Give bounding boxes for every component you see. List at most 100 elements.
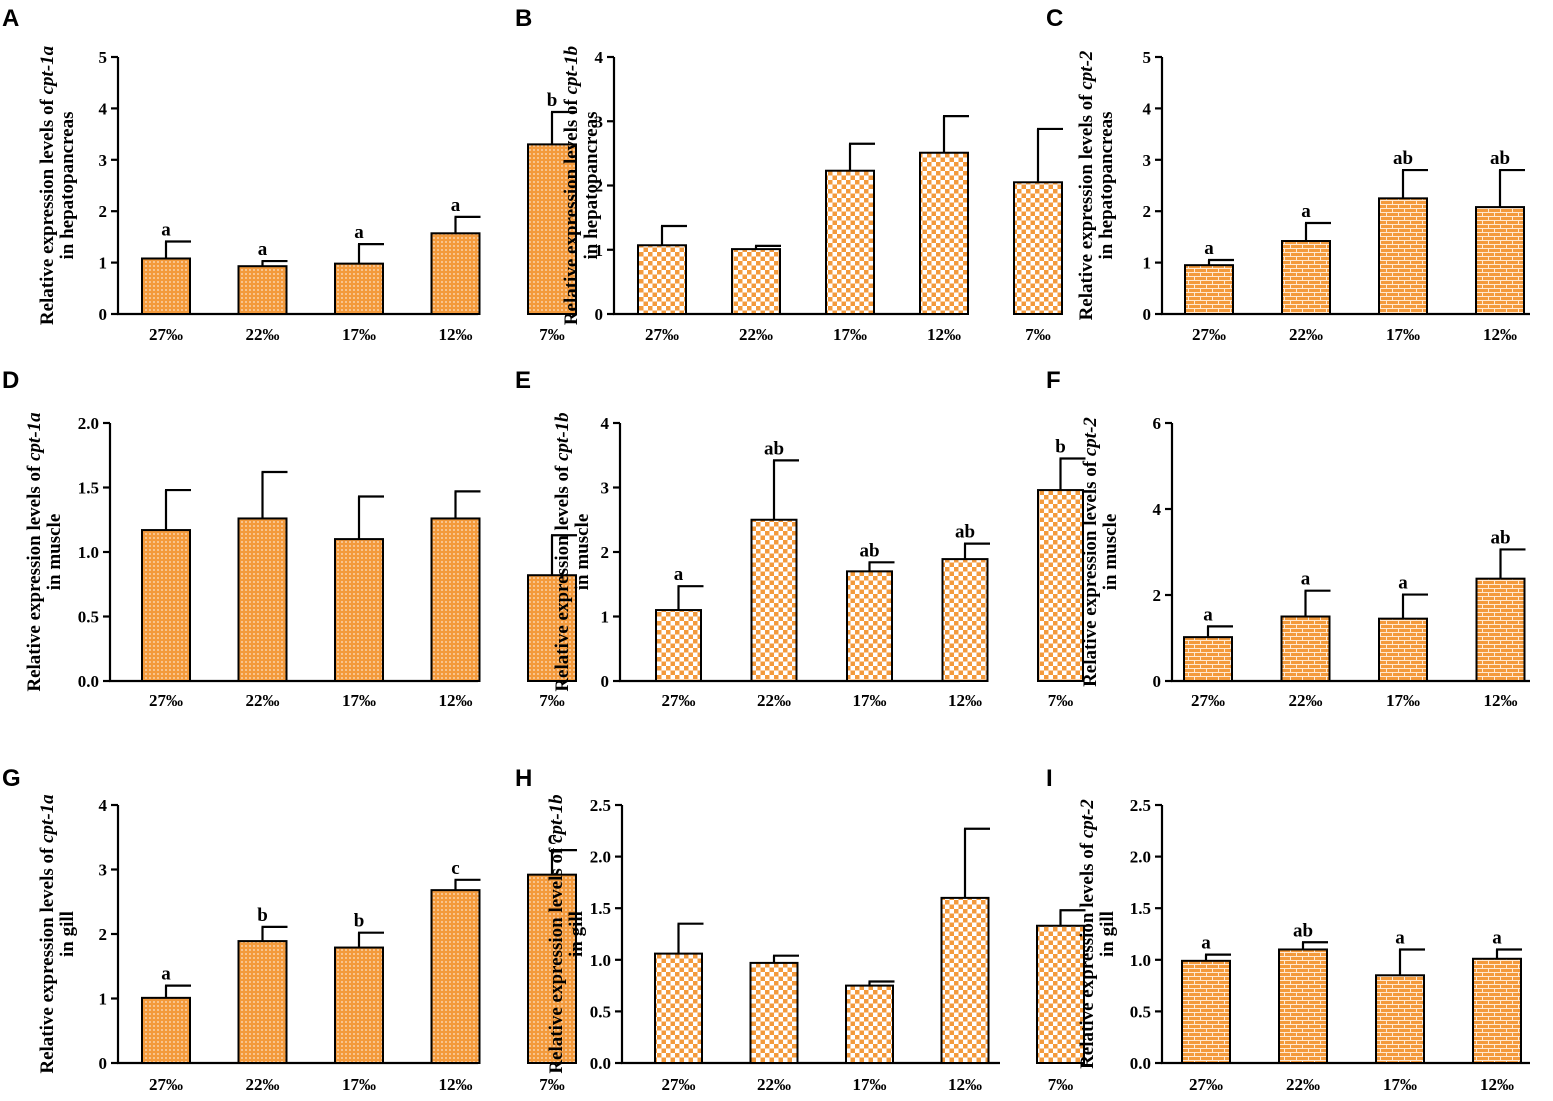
bar xyxy=(1378,617,1428,683)
y-axis-label-tissue-b: in hepatopancreas xyxy=(581,112,602,260)
bar xyxy=(527,873,577,1064)
bar xyxy=(334,946,384,1064)
y-tick-label: 4 xyxy=(595,48,604,67)
y-axis-label-d: Relative expression levels of cpt-1a xyxy=(24,412,45,692)
x-tick-label: 27‰ xyxy=(1189,1075,1223,1094)
x-tick-label: 27‰ xyxy=(662,1075,696,1094)
y-axis-label-text: Relative expression levels of xyxy=(561,94,582,325)
y-axis-label-gene: cpt-1a xyxy=(24,412,45,461)
bar xyxy=(845,984,894,1064)
significance-label: ab xyxy=(764,438,784,459)
panel-letter-f: F xyxy=(1046,367,1061,394)
y-tick-label: 0 xyxy=(99,1054,108,1073)
bar xyxy=(141,257,191,316)
significance-label: a xyxy=(1204,238,1214,259)
y-tick-label: 0.0 xyxy=(1130,1054,1151,1073)
bar xyxy=(750,518,798,682)
significance-label: a xyxy=(674,564,684,585)
bar xyxy=(237,517,288,683)
bar xyxy=(141,529,191,682)
bar xyxy=(655,609,702,682)
x-tick-label: 17‰ xyxy=(342,691,376,710)
y-axis-label-g: Relative expression levels of cpt-1a xyxy=(37,794,58,1074)
y-tick-label: 1 xyxy=(595,241,604,260)
y-tick-label: 2 xyxy=(99,202,108,221)
y-tick-label: 3 xyxy=(601,479,610,498)
significance-label: a xyxy=(1201,933,1211,954)
x-tick-label: 17‰ xyxy=(853,1075,887,1094)
y-axis-label-h: Relative expression levels of cpt-1b xyxy=(546,794,567,1073)
significance-label: a xyxy=(1301,569,1311,590)
y-axis-label-a: Relative expression levels of cpt-1a xyxy=(37,45,58,325)
significance-label: ab xyxy=(859,540,879,561)
x-tick-label: 22‰ xyxy=(757,691,791,710)
y-axis-label-tissue-h: in gill xyxy=(566,911,587,957)
y-tick-label: 4 xyxy=(1153,500,1162,519)
bar xyxy=(430,889,481,1065)
panel-letter-e: E xyxy=(515,367,531,394)
x-tick-label: 7‰ xyxy=(1048,1075,1074,1094)
y-tick-label: 2 xyxy=(1153,586,1162,605)
x-tick-label: 12‰ xyxy=(1480,1075,1514,1094)
x-tick-label: 22‰ xyxy=(246,325,280,344)
y-tick-label: 0.5 xyxy=(590,1002,611,1021)
bar xyxy=(334,262,384,315)
y-tick-label: 1.5 xyxy=(590,899,611,918)
x-tick-label: 17‰ xyxy=(1383,1075,1417,1094)
significance-label: a xyxy=(1492,927,1502,948)
y-tick-label: 1 xyxy=(1143,254,1152,273)
x-tick-label: 17‰ xyxy=(342,325,376,344)
y-tick-label: 0.0 xyxy=(590,1054,611,1073)
y-tick-label: 2.5 xyxy=(1130,796,1151,815)
y-tick-label: 1 xyxy=(601,608,610,627)
y-tick-label: 0.0 xyxy=(78,672,99,691)
y-tick-label: 0 xyxy=(1143,305,1152,324)
y-axis-label-text: Relative expression levels of xyxy=(37,843,58,1074)
x-tick-label: 27‰ xyxy=(149,325,183,344)
x-tick-label: 7‰ xyxy=(539,691,565,710)
x-tick-label: 27‰ xyxy=(1191,691,1225,710)
y-axis-label-gene: cpt-1b xyxy=(552,412,573,461)
y-axis-label-tissue-f: in muscle xyxy=(1100,514,1121,591)
x-tick-label: 22‰ xyxy=(1286,1075,1320,1094)
significance-label: a xyxy=(354,222,364,243)
x-tick-label: 22‰ xyxy=(739,325,773,344)
y-tick-label: 0 xyxy=(99,305,108,324)
x-tick-label: 22‰ xyxy=(757,1075,791,1094)
x-tick-label: 12‰ xyxy=(1484,691,1518,710)
significance-label: a xyxy=(1203,604,1213,625)
significance-label: a xyxy=(1398,573,1408,594)
bar xyxy=(141,996,191,1064)
significance-label: b xyxy=(354,911,365,932)
bar xyxy=(637,244,687,315)
bar xyxy=(731,248,781,315)
y-axis-label-gene: cpt-1a xyxy=(37,45,58,94)
y-axis-label-tissue-e: in muscle xyxy=(572,514,593,591)
y-tick-label: 0 xyxy=(1153,672,1162,691)
bar xyxy=(1472,957,1522,1065)
y-axis-label-i: Relative expression levels of cpt-2 xyxy=(1077,799,1098,1069)
x-tick-label: 17‰ xyxy=(833,325,867,344)
x-tick-label: 22‰ xyxy=(246,1075,280,1094)
bar xyxy=(1475,206,1525,315)
significance-label: a xyxy=(1301,201,1311,222)
y-tick-label: 0 xyxy=(601,672,610,691)
bar xyxy=(1184,264,1234,316)
bar xyxy=(1183,636,1233,683)
x-tick-label: 12‰ xyxy=(439,1075,473,1094)
x-tick-label: 12‰ xyxy=(948,691,982,710)
x-tick-label: 22‰ xyxy=(246,691,280,710)
y-tick-label: 3 xyxy=(99,151,108,170)
y-axis-label-tissue-d: in muscle xyxy=(44,514,65,591)
y-axis-label-tissue-a: in hepatopancreas xyxy=(57,112,78,260)
y-axis-label-f: Relative expression levels of cpt-2 xyxy=(1080,417,1101,687)
x-tick-label: 27‰ xyxy=(149,1075,183,1094)
bar xyxy=(1378,197,1428,316)
bar xyxy=(527,574,577,682)
y-tick-label: 1 xyxy=(99,990,108,1009)
bar xyxy=(749,961,799,1064)
